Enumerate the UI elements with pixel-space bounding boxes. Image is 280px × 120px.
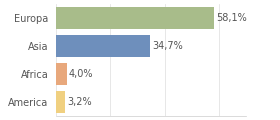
Bar [56,35,150,57]
Text: 58,1%: 58,1% [216,13,247,23]
Text: 3,2%: 3,2% [67,97,92,107]
Bar [56,91,65,113]
Bar [56,63,67,85]
Bar [56,7,214,29]
Text: 4,0%: 4,0% [69,69,94,79]
Text: 34,7%: 34,7% [153,41,183,51]
